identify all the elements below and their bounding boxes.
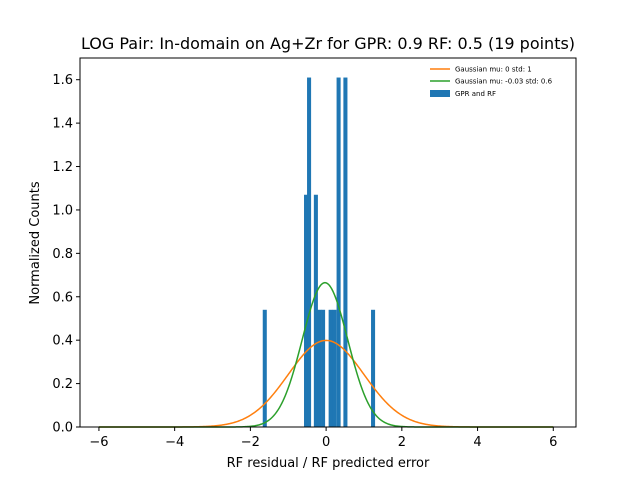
y-tick-label: 1.4 [52, 117, 73, 132]
chart-title: LOG Pair: In-domain on Ag+Zr for GPR: 0.… [81, 34, 575, 53]
x-tick-label: −6 [89, 435, 108, 450]
y-tick-label: 0.4 [52, 334, 73, 349]
histogram-bar-3 [313, 194, 318, 427]
histogram-bars [262, 77, 376, 428]
histogram-bar-9 [343, 77, 348, 428]
histogram-bar-6 [328, 309, 333, 427]
y-tick-label: 0.8 [52, 247, 73, 262]
x-tick-label: 6 [549, 435, 557, 450]
legend-label-series-1: Gaussian mu: -0.03 std: 0.6 [455, 78, 553, 86]
y-tick-label: 0.6 [52, 290, 73, 305]
histogram-bar-7 [332, 309, 337, 427]
histogram-bar-8 [336, 77, 341, 428]
histogram-bar-1 [304, 194, 309, 427]
x-tick-label: 0 [322, 435, 330, 450]
y-tick-label: 0.0 [52, 421, 73, 436]
y-axis-label: Normalized Counts [28, 181, 43, 304]
histogram-bar-10 [371, 309, 376, 427]
histogram-bar-5 [321, 309, 326, 427]
y-tick-label: 1.0 [52, 203, 73, 218]
x-axis-label: RF residual / RF predicted error [227, 456, 430, 471]
legend-label-series-0: Gaussian mu: 0 std: 1 [455, 66, 532, 74]
x-tick-label: 2 [398, 435, 406, 450]
legend-label-histogram: GPR and RF [455, 90, 496, 98]
y-tick-label: 0.2 [52, 377, 73, 392]
x-axis-ticks: −6 −4 −2 0 2 4 6 [89, 427, 557, 450]
x-tick-label: 4 [473, 435, 481, 450]
x-tick-label: −2 [241, 435, 260, 450]
axes-frame [79, 57, 577, 428]
histogram-bar-0 [262, 309, 267, 427]
x-tick-label: −4 [165, 435, 184, 450]
y-tick-label: 1.6 [52, 73, 73, 88]
legend-swatch-histogram [430, 90, 450, 97]
y-tick-label: 1.2 [52, 160, 73, 175]
y-axis-ticks: 0.0 0.2 0.4 0.6 0.8 1.0 1.2 1.4 1.6 [52, 73, 80, 436]
plot-area: −6 −4 −2 0 2 4 6 0.0 0.2 0.4 0.6 0.8 1.0 1.2 1.4 1.6 [52, 57, 577, 450]
histogram-bar-4 [317, 309, 322, 427]
legend: Gaussian mu: 0 std: 1 Gaussian mu: -0.03… [430, 66, 553, 98]
histogram-bar-2 [307, 77, 312, 428]
